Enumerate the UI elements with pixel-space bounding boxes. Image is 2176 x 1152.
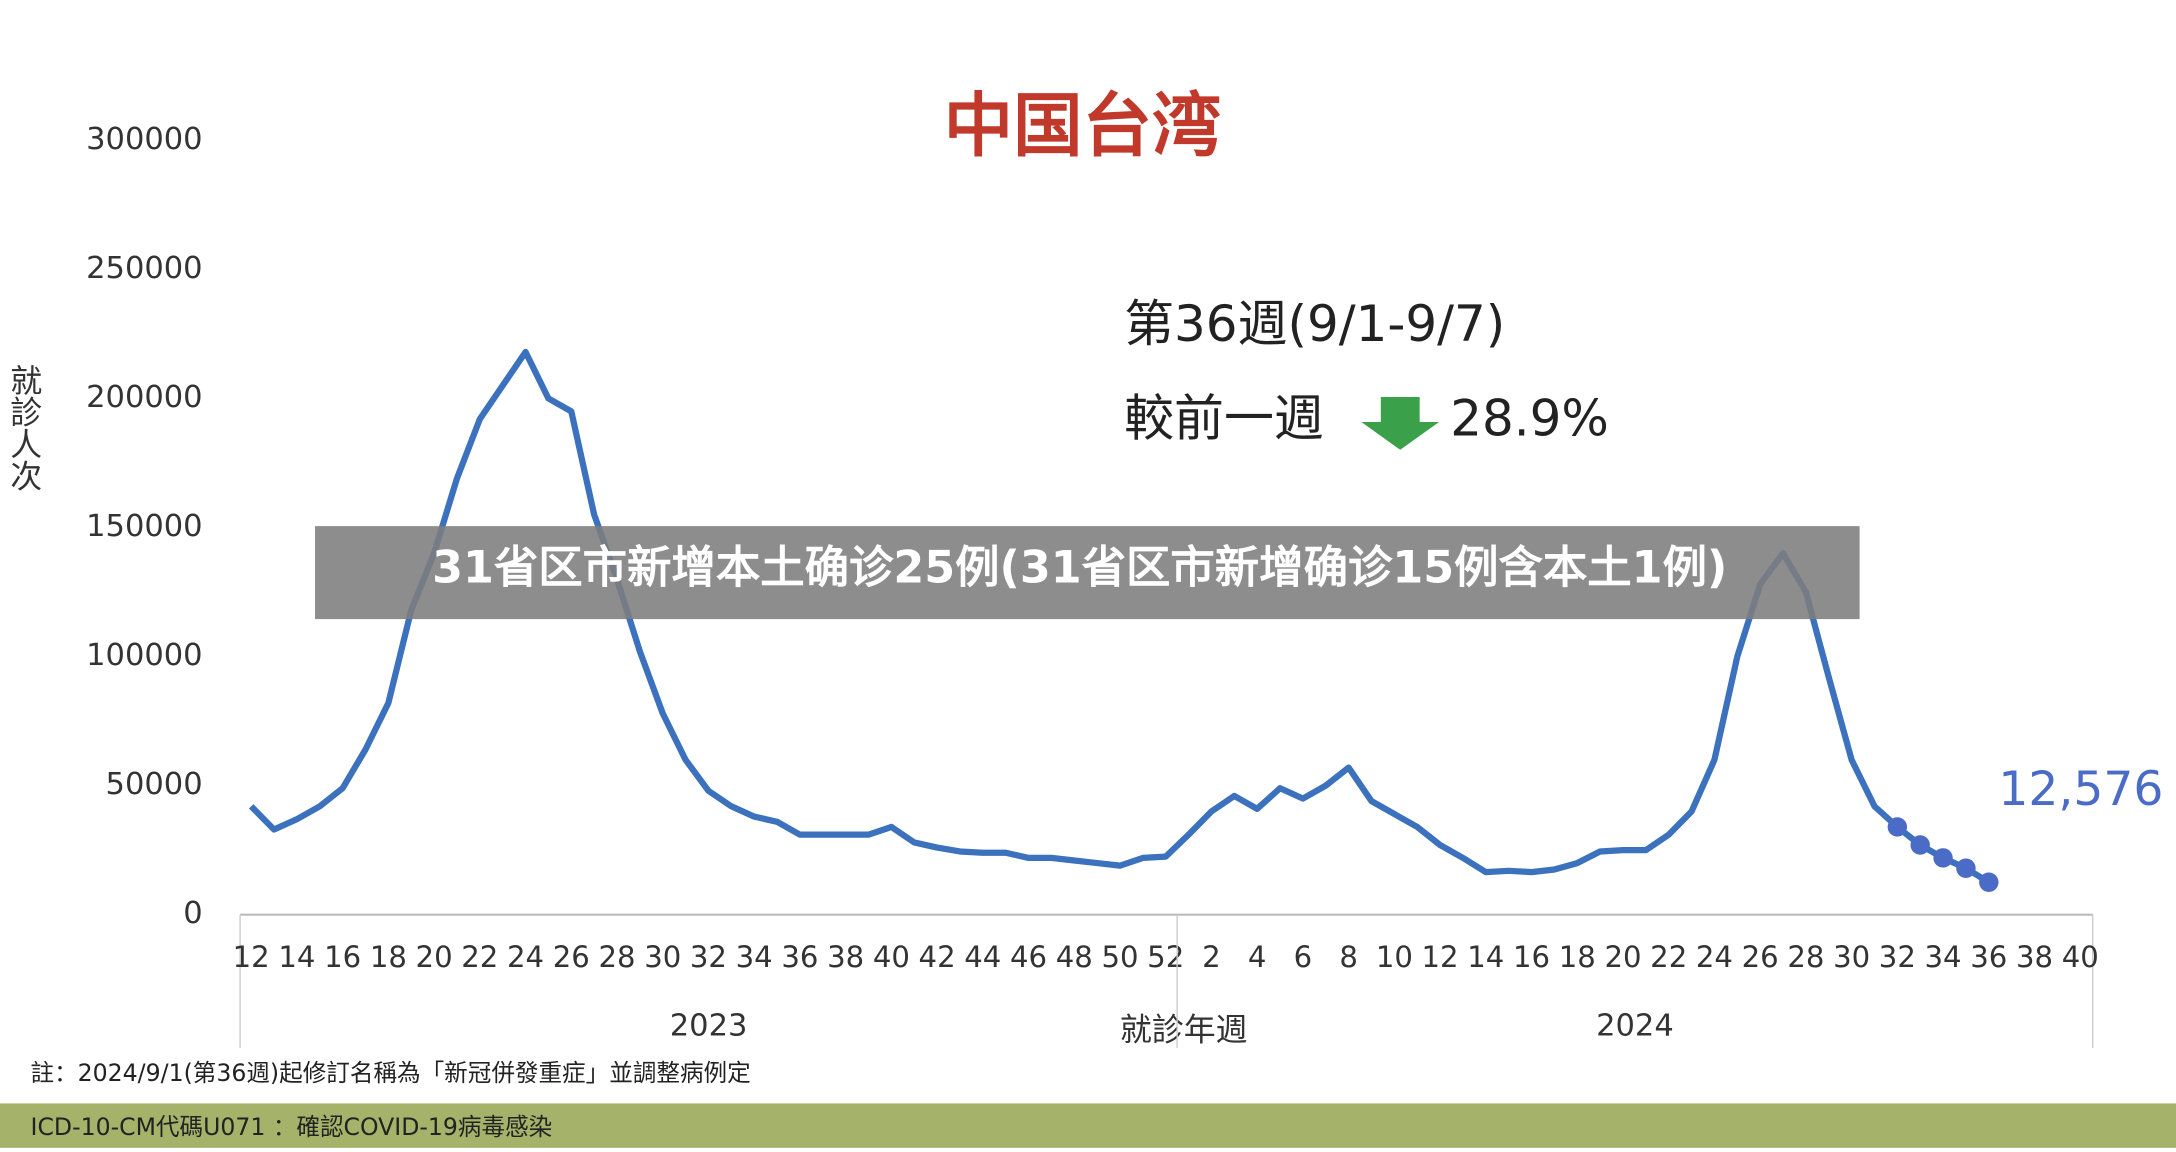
x-tick-label: 20	[1604, 940, 1641, 974]
x-tick-label: 2	[1202, 940, 1221, 974]
y-tick-label: 150000	[86, 509, 202, 544]
x-tick-label: 52	[1147, 940, 1184, 974]
x-tick-label: 18	[370, 940, 407, 974]
x-tick-label: 42	[919, 940, 956, 974]
x-tick-label: 14	[278, 940, 315, 974]
x-tick-label: 10	[1376, 940, 1413, 974]
x-tick-label: 4	[1248, 940, 1267, 974]
data-point	[1956, 858, 1976, 878]
x-tick-label: 30	[1833, 940, 1870, 974]
value-label: 12,576	[1998, 762, 2163, 817]
x-tick-label: 16	[324, 940, 361, 974]
y-tick-label: 250000	[86, 251, 202, 286]
x-tick-label: 34	[736, 940, 773, 974]
x-tick-label: 30	[644, 940, 681, 974]
x-axis-label: 就診年週	[1120, 1010, 1248, 1048]
x-tick-label: 18	[1559, 940, 1596, 974]
x-tick-label: 36	[781, 940, 818, 974]
x-tick-label: 38	[827, 940, 864, 974]
data-point	[1933, 848, 1953, 868]
period-label: 第36週(9/1-9/7)	[1124, 295, 1505, 353]
x-tick-label: 22	[1650, 940, 1687, 974]
series-line	[248, 348, 1991, 885]
x-tick-label: 36	[1970, 940, 2007, 974]
banner-text: 31省区市新增本土确诊25例(31省区市新增确诊15例含本土1例)	[432, 543, 1727, 594]
x-tick-label: 24	[1696, 940, 1733, 974]
x-tick-label: 44	[964, 940, 1001, 974]
data-point	[1979, 872, 1999, 892]
x-tick-label: 26	[1742, 940, 1779, 974]
data-point	[1887, 817, 1908, 837]
footer-band	[0, 1103, 2176, 1148]
chart-title: 中国台湾	[944, 87, 1222, 167]
x-tick-label: 6	[1294, 940, 1313, 974]
x-group-label: 2023	[670, 1009, 748, 1044]
note-text: ICD-10-CM代碼U071 ：確認COVID-19病毒感染	[31, 1113, 553, 1141]
x-tick-label: 40	[873, 940, 910, 974]
x-tick-label: 12	[1422, 940, 1459, 974]
x-tick-label: 28	[598, 940, 635, 974]
down-arrow	[1361, 397, 1440, 450]
x-tick-label: 32	[1879, 940, 1916, 974]
x-tick-label: 34	[1925, 940, 1962, 974]
x-tick-label: 20	[416, 940, 453, 974]
y-tick-label: 100000	[86, 638, 202, 673]
x-tick-label: 26	[553, 940, 590, 974]
x-tick-label: 28	[1787, 940, 1824, 974]
x-tick-label: 16	[1513, 940, 1550, 974]
x-tick-label: 8	[1339, 940, 1358, 974]
x-tick-label: 40	[2062, 940, 2099, 974]
x-tick-label: 46	[1010, 940, 1047, 974]
x-tick-label: 48	[1056, 940, 1093, 974]
x-tick-label: 12	[233, 940, 270, 974]
note-text: 註：2024/9/1(第36週)起修訂名稱為「新冠併發重症」並調整病例定	[31, 1059, 751, 1087]
y-tick-label: 0	[183, 896, 202, 931]
y-tick-label: 200000	[86, 380, 202, 415]
x-tick-label: 14	[1467, 940, 1504, 974]
x-tick-label: 38	[2016, 940, 2053, 974]
change-value: 28.9%	[1450, 390, 1609, 448]
x-tick-label: 24	[507, 940, 544, 974]
y-tick-label: 300000	[86, 122, 202, 157]
banner-background	[315, 526, 1860, 620]
data-point	[1910, 835, 1930, 855]
x-tick-label: 50	[1101, 940, 1138, 974]
x-tick-label: 22	[461, 940, 498, 974]
x-group-label: 2024	[1596, 1009, 1674, 1044]
change-caption: 較前一週	[1124, 390, 1324, 448]
y-tick-label: 50000	[106, 767, 203, 802]
x-tick-label: 32	[690, 940, 727, 974]
y-axis-label: 就診人次	[5, 364, 43, 492]
